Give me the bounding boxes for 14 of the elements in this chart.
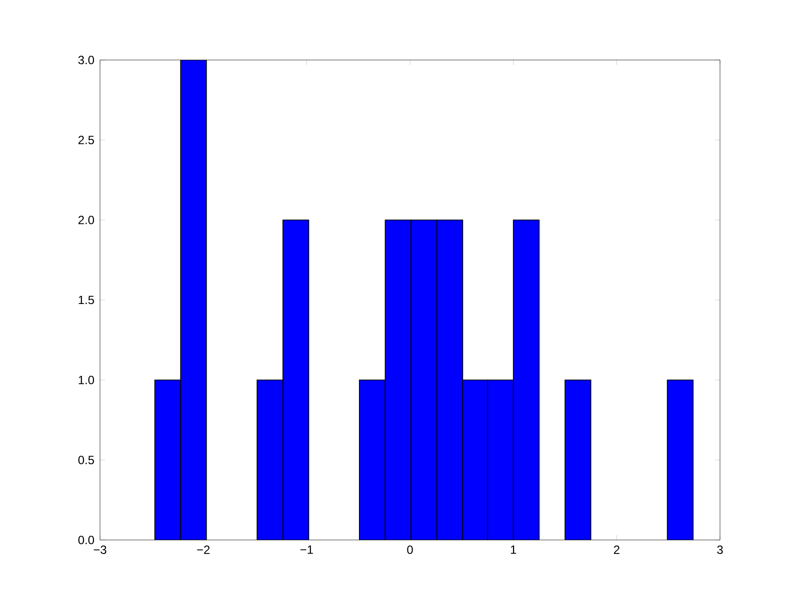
y-tick-label: 0.5 bbox=[78, 456, 94, 464]
x-tick-label: −2 bbox=[197, 546, 210, 554]
y-tick-label: 2.5 bbox=[78, 136, 94, 144]
x-tick-label: 1 bbox=[510, 546, 516, 554]
y-tick-label: 0.0 bbox=[78, 536, 94, 544]
x-tick-label: −1 bbox=[300, 546, 313, 554]
y-tick-label: 1.5 bbox=[78, 296, 94, 304]
y-tick-label: 3.0 bbox=[78, 56, 94, 64]
x-tick-label: 0 bbox=[407, 546, 413, 554]
x-tick-label: 3 bbox=[717, 546, 723, 554]
x-tick-label: 2 bbox=[614, 546, 620, 554]
x-tick-label: −3 bbox=[94, 546, 106, 554]
y-tick-label: 2.0 bbox=[78, 216, 94, 224]
y-tick-label: 1.0 bbox=[78, 376, 94, 384]
